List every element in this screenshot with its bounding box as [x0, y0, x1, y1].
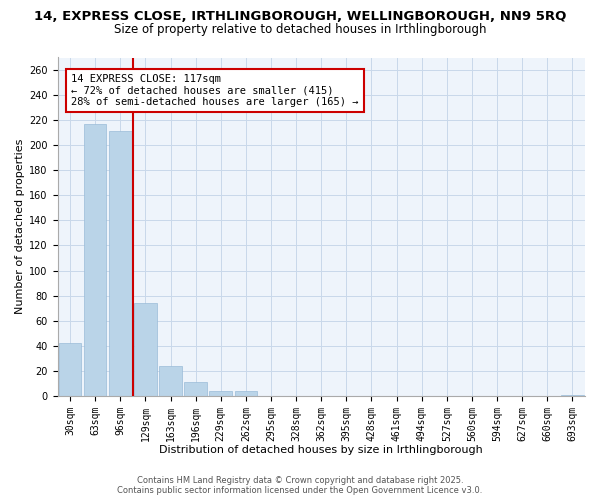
Bar — [209, 391, 232, 396]
Bar — [561, 394, 584, 396]
Text: Contains HM Land Registry data © Crown copyright and database right 2025.
Contai: Contains HM Land Registry data © Crown c… — [118, 476, 482, 495]
Bar — [184, 382, 207, 396]
Bar — [59, 343, 82, 396]
Bar — [235, 391, 257, 396]
X-axis label: Distribution of detached houses by size in Irthlingborough: Distribution of detached houses by size … — [160, 445, 483, 455]
Bar — [159, 366, 182, 396]
Bar — [134, 303, 157, 396]
Text: 14 EXPRESS CLOSE: 117sqm
← 72% of detached houses are smaller (415)
28% of semi-: 14 EXPRESS CLOSE: 117sqm ← 72% of detach… — [71, 74, 359, 107]
Text: Size of property relative to detached houses in Irthlingborough: Size of property relative to detached ho… — [114, 22, 486, 36]
Y-axis label: Number of detached properties: Number of detached properties — [15, 139, 25, 314]
Text: 14, EXPRESS CLOSE, IRTHLINGBOROUGH, WELLINGBOROUGH, NN9 5RQ: 14, EXPRESS CLOSE, IRTHLINGBOROUGH, WELL… — [34, 10, 566, 23]
Bar — [84, 124, 106, 396]
Bar — [109, 132, 131, 396]
